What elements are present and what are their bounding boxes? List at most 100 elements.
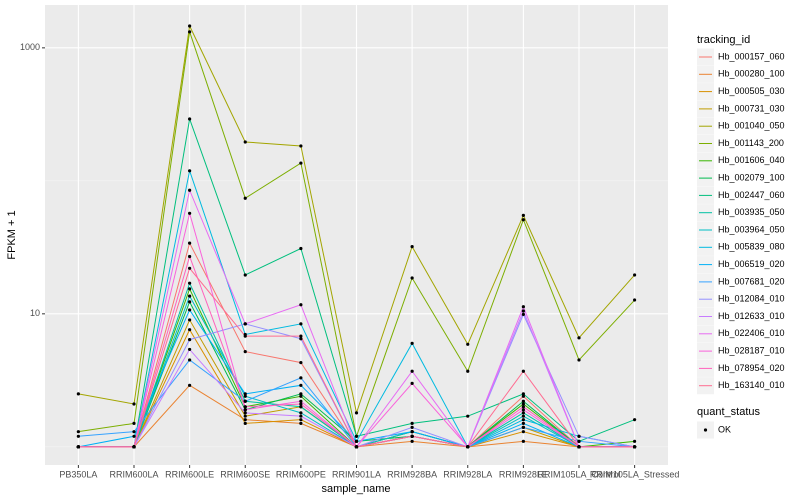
data-point <box>410 439 414 443</box>
data-point <box>521 394 525 398</box>
data-point <box>577 434 581 438</box>
data-point <box>521 418 525 422</box>
data-point <box>354 439 359 443</box>
data-point <box>188 328 192 332</box>
legend-label: Hb_078954_020 <box>718 363 785 373</box>
legend-label: Hb_006519_020 <box>718 259 785 269</box>
data-point <box>410 245 414 249</box>
data-point <box>188 188 192 192</box>
data-point <box>299 394 303 398</box>
data-point <box>521 414 525 418</box>
data-point <box>299 161 303 165</box>
data-point <box>76 434 80 438</box>
data-point <box>577 336 581 340</box>
data-point <box>410 381 414 385</box>
data-point <box>410 421 414 426</box>
data-point <box>299 421 303 426</box>
data-point <box>188 169 192 173</box>
data-point <box>521 402 525 406</box>
data-point <box>410 341 414 345</box>
data-point <box>633 298 637 302</box>
y-tick-label: 1000 <box>20 42 40 52</box>
legend-label: Hb_000157_060 <box>718 51 785 61</box>
x-tick-label: RRIM928BA <box>387 469 437 479</box>
data-point <box>76 445 80 449</box>
data-point <box>243 408 247 412</box>
data-point <box>466 369 470 373</box>
data-point <box>299 360 303 365</box>
legend-label: Hb_005839_080 <box>718 242 785 252</box>
data-point <box>132 445 136 449</box>
legend-title: tracking_id <box>697 34 750 46</box>
data-point <box>577 439 581 443</box>
data-point <box>243 392 247 396</box>
data-point <box>299 337 303 341</box>
data-point <box>243 421 247 426</box>
data-point <box>299 399 303 403</box>
legend-label: Hb_007681_020 <box>718 276 785 286</box>
data-point <box>577 358 581 362</box>
data-point <box>521 439 525 443</box>
data-point <box>521 392 525 396</box>
data-point <box>243 394 247 398</box>
data-point <box>521 218 525 222</box>
legend-label: Hb_002447_060 <box>718 190 785 200</box>
data-point <box>76 430 80 434</box>
data-point <box>521 309 525 313</box>
legend-label: Hb_001143_200 <box>718 138 784 148</box>
data-point <box>132 430 136 434</box>
y-tick-label: 10 <box>30 308 40 318</box>
x-axis-title: sample_name <box>321 483 390 495</box>
y-axis-title: FPKM + 1 <box>6 210 18 259</box>
data-point <box>188 266 192 270</box>
data-point <box>466 414 470 418</box>
data-point <box>299 405 303 409</box>
data-point <box>521 425 525 429</box>
data-point <box>299 392 303 396</box>
data-point <box>243 196 247 200</box>
legend-label: Hb_000505_030 <box>718 86 785 96</box>
data-point <box>243 418 247 422</box>
legend-label: Hb_001606_040 <box>718 155 785 165</box>
data-point <box>577 445 581 449</box>
data-point <box>188 318 192 322</box>
data-point <box>521 369 525 373</box>
data-point <box>521 213 525 217</box>
data-point <box>410 430 414 434</box>
data-point <box>243 322 247 326</box>
legend-label: Hb_003935_050 <box>718 207 785 217</box>
data-point <box>188 358 192 362</box>
x-tick-label: RRIM600SE <box>220 469 270 479</box>
data-point <box>299 414 303 418</box>
data-point <box>243 350 247 354</box>
x-tick-label: RRIM928LA <box>443 469 492 479</box>
data-point <box>521 399 525 403</box>
x-tick-label: RRIM901LA <box>332 469 381 479</box>
data-point <box>410 276 414 280</box>
data-point <box>354 445 359 449</box>
x-tick-label: RRIM600LA <box>109 469 158 479</box>
data-point <box>466 342 470 346</box>
data-point <box>132 402 136 406</box>
data-point <box>188 281 192 285</box>
data-point <box>633 445 637 449</box>
x-tick-label: RRIM928LE <box>499 469 548 479</box>
data-point <box>299 334 303 338</box>
legend-label: Hb_003964_050 <box>718 224 785 234</box>
data-point <box>132 421 136 426</box>
data-point <box>188 347 192 352</box>
data-point <box>633 418 637 422</box>
data-point <box>521 421 525 426</box>
data-point <box>299 402 303 406</box>
data-point <box>410 425 414 429</box>
x-tick-label: RRIM105LA_Stressed <box>590 469 680 479</box>
data-point <box>243 140 247 144</box>
data-point <box>466 445 470 449</box>
data-point <box>243 405 247 409</box>
data-point <box>188 383 192 387</box>
data-point <box>188 287 192 291</box>
data-point <box>633 273 637 277</box>
data-point <box>354 411 359 415</box>
data-point <box>299 418 303 422</box>
